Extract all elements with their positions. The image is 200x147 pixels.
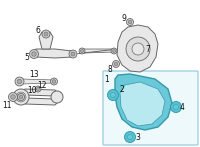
Circle shape bbox=[37, 87, 40, 91]
Polygon shape bbox=[80, 49, 115, 53]
Text: 12: 12 bbox=[37, 81, 47, 90]
Circle shape bbox=[128, 135, 132, 140]
Circle shape bbox=[71, 52, 75, 56]
Circle shape bbox=[69, 50, 77, 58]
Circle shape bbox=[13, 89, 29, 105]
Circle shape bbox=[124, 132, 136, 142]
Circle shape bbox=[114, 62, 118, 66]
Circle shape bbox=[44, 32, 48, 36]
Text: 3: 3 bbox=[136, 132, 140, 142]
Text: 5: 5 bbox=[25, 52, 29, 61]
Circle shape bbox=[127, 19, 134, 25]
Circle shape bbox=[18, 93, 25, 101]
Circle shape bbox=[132, 43, 144, 55]
Text: 4: 4 bbox=[180, 102, 184, 112]
Circle shape bbox=[108, 90, 119, 101]
Text: 10: 10 bbox=[27, 86, 37, 95]
Circle shape bbox=[111, 92, 115, 97]
Circle shape bbox=[128, 20, 132, 24]
Polygon shape bbox=[22, 98, 58, 105]
Text: 8: 8 bbox=[108, 65, 112, 74]
Circle shape bbox=[17, 79, 22, 84]
Polygon shape bbox=[22, 89, 58, 96]
FancyBboxPatch shape bbox=[103, 71, 198, 145]
Text: 11: 11 bbox=[2, 101, 12, 110]
Circle shape bbox=[81, 50, 84, 52]
Circle shape bbox=[174, 105, 178, 110]
Polygon shape bbox=[39, 32, 53, 49]
Circle shape bbox=[35, 86, 41, 92]
Circle shape bbox=[51, 78, 58, 85]
Circle shape bbox=[52, 80, 56, 83]
Text: 6: 6 bbox=[36, 25, 40, 35]
Circle shape bbox=[32, 52, 36, 56]
Circle shape bbox=[11, 95, 15, 99]
Polygon shape bbox=[117, 25, 158, 72]
Text: 7: 7 bbox=[146, 45, 150, 54]
Circle shape bbox=[16, 92, 26, 102]
Polygon shape bbox=[115, 74, 172, 130]
Text: 2: 2 bbox=[120, 85, 124, 93]
Polygon shape bbox=[18, 79, 55, 84]
Circle shape bbox=[79, 48, 85, 54]
Text: 13: 13 bbox=[29, 70, 39, 78]
Circle shape bbox=[111, 48, 117, 54]
Circle shape bbox=[9, 92, 18, 101]
Circle shape bbox=[15, 77, 24, 86]
Circle shape bbox=[30, 50, 39, 59]
Circle shape bbox=[19, 95, 23, 99]
Circle shape bbox=[113, 50, 116, 52]
Text: 9: 9 bbox=[122, 14, 126, 22]
Circle shape bbox=[42, 30, 50, 38]
Circle shape bbox=[170, 101, 182, 112]
Circle shape bbox=[113, 61, 120, 67]
Circle shape bbox=[51, 91, 63, 103]
Polygon shape bbox=[32, 49, 75, 58]
Polygon shape bbox=[120, 82, 165, 126]
Circle shape bbox=[126, 37, 150, 61]
Text: 1: 1 bbox=[105, 75, 109, 83]
